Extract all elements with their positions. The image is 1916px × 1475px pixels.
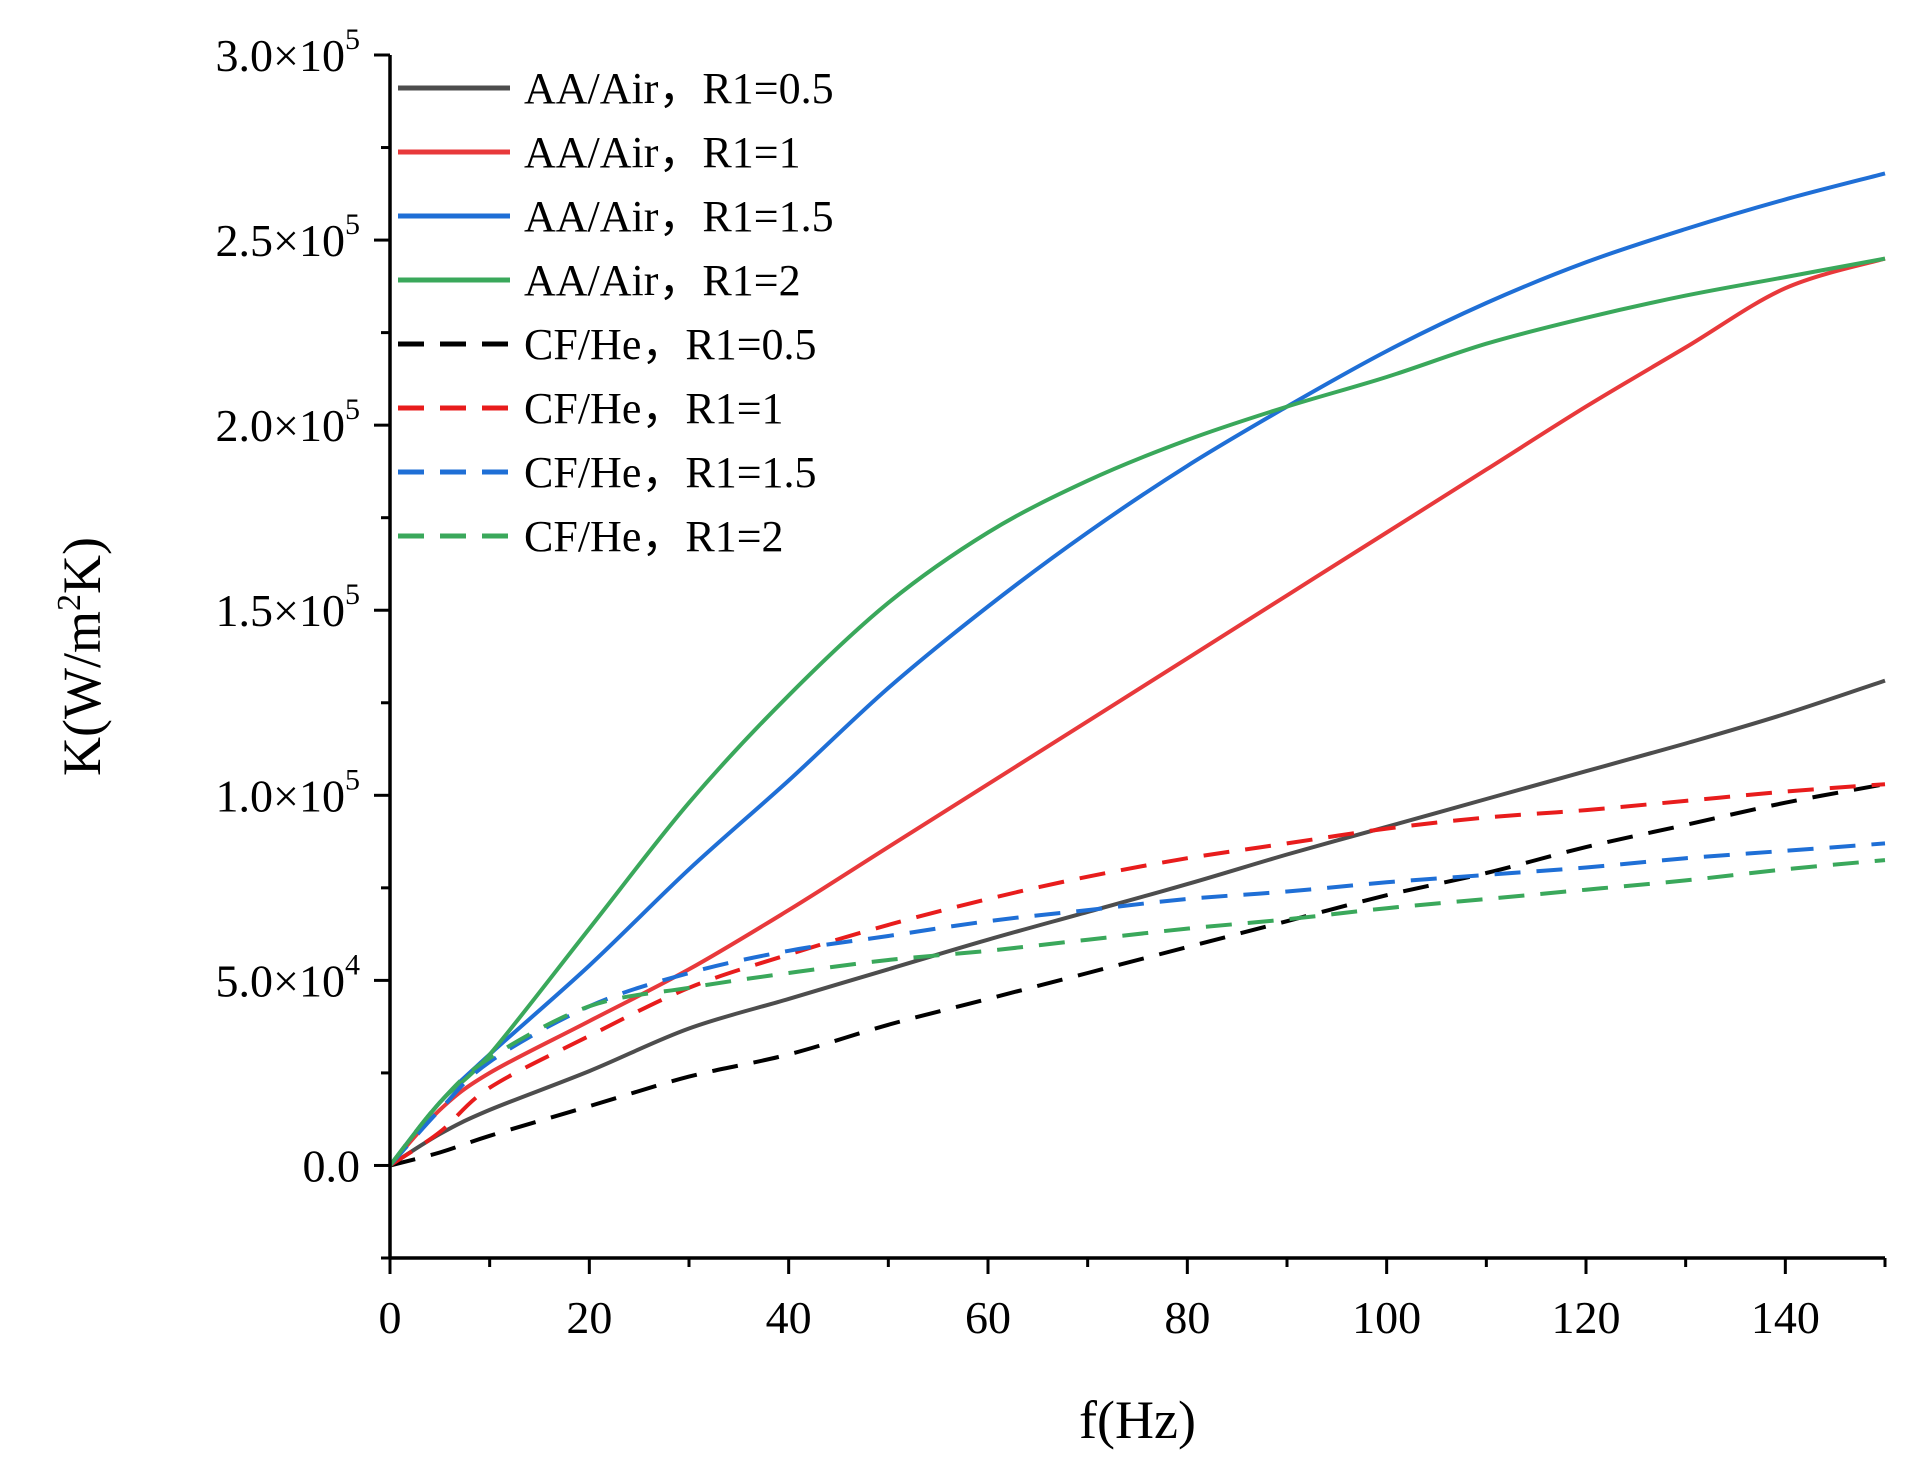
y-tick-mantissa: 2.5×10: [216, 215, 345, 266]
y-tick-exponent: 5: [345, 578, 360, 611]
y-tick-mantissa: 3.0×10: [216, 30, 345, 81]
x-tick-label: 100: [1352, 1292, 1421, 1343]
x-tick-label: 60: [965, 1292, 1011, 1343]
y-tick-label: 1.5×105: [216, 578, 360, 636]
series-layer: [388, 171, 1886, 1168]
series-line-3: [388, 171, 1886, 1167]
y-tick-mantissa: 1.5×10: [216, 585, 345, 636]
legend-label: AA/Air，R1=1.5: [524, 192, 834, 241]
x-tick-label: 40: [766, 1292, 812, 1343]
series-line-2: [388, 256, 1886, 1167]
series-line-7: [388, 841, 1886, 1167]
y-tick-exponent: 4: [345, 948, 360, 981]
legend-label: CF/He，R1=1: [524, 384, 784, 433]
x-tick-label: 120: [1552, 1292, 1621, 1343]
legend-label: CF/He，R1=0.5: [524, 320, 817, 369]
y-tick-label: 5.0×104: [216, 948, 360, 1006]
y-tick-mantissa: 1.0×10: [216, 770, 345, 821]
series-line-5: [389, 782, 1886, 1168]
y-tick-label: 3.0×105: [216, 23, 360, 81]
y-tick-label: 2.5×105: [216, 208, 360, 266]
x-axis-title: f(Hz): [1079, 1390, 1196, 1450]
y-tick-label: 1.0×105: [216, 763, 360, 821]
y-axis-title-tail: K): [52, 537, 112, 594]
legend: AA/Air，R1=0.5 AA/Air，R1=1 AA/Air，R1=1.5 AA/…: [398, 64, 834, 561]
x-tick-label: 20: [566, 1292, 612, 1343]
legend-label: CF/He，R1=2: [524, 512, 784, 561]
y-tick-mantissa: 5.0×10: [216, 955, 345, 1006]
y-tick-mantissa: 2.0×10: [216, 400, 345, 451]
series-line-6: [388, 782, 1886, 1168]
y-tick-exponent: 5: [345, 23, 360, 56]
legend-label: AA/Air，R1=2: [524, 256, 801, 305]
y-tick-label: 2.0×105: [216, 393, 360, 451]
x-tick-label: 80: [1164, 1292, 1210, 1343]
y-axis-ticks: 0.05.0×1041.0×1051.5×1052.0×1052.5×1053.…: [216, 23, 390, 1260]
y-tick-exponent: 5: [345, 393, 360, 426]
y-tick-label: 0.0: [303, 1140, 361, 1191]
legend-label: AA/Air，R1=0.5: [524, 64, 834, 113]
y-tick-exponent: 5: [345, 763, 360, 796]
series-line-4: [388, 256, 1886, 1167]
y-tick-exponent: 5: [345, 208, 360, 241]
x-axis-ticks: 0 20 40 60 80 100 120 140: [379, 1258, 1887, 1343]
legend-label: CF/He，R1=1.5: [524, 448, 817, 497]
y-axis-title: K(W/m2K): [51, 537, 112, 776]
y-axis-title-main: K(W/m: [52, 611, 112, 776]
legend-label: AA/Air，R1=1: [524, 128, 801, 177]
y-tick-mantissa: 0.0: [303, 1140, 361, 1191]
series-line-1: [388, 678, 1886, 1168]
x-tick-label: 140: [1751, 1292, 1820, 1343]
x-tick-label: 0: [379, 1292, 402, 1343]
series-line-8: [388, 858, 1886, 1167]
y-axis-title-superscript: 2: [51, 594, 88, 611]
